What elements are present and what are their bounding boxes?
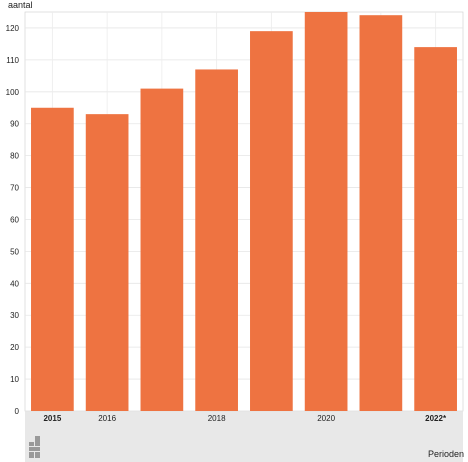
x-tick-label: 2020 [317, 414, 335, 423]
y-tick-label: 0 [15, 407, 20, 416]
y-tick-label: 30 [10, 311, 19, 320]
bar-2019[interactable] [250, 31, 293, 411]
y-tick-label: 10 [10, 375, 19, 384]
bar-2018[interactable] [195, 69, 238, 412]
bar-2017[interactable] [140, 88, 184, 411]
x-axis-ticks: 2015 2016 2018 2020 2022* [43, 414, 446, 423]
y-tick-label: 70 [10, 184, 19, 193]
bar-2015[interactable] [31, 107, 74, 411]
y-tick-label: 50 [10, 247, 19, 256]
bar-2020[interactable] [304, 12, 348, 411]
x-tick-label: 2015 [43, 414, 61, 423]
bar-2016[interactable] [85, 114, 129, 412]
x-tick-label: 2016 [98, 414, 116, 423]
cbs-logo-icon [29, 436, 40, 458]
y-tick-label: 60 [10, 215, 19, 224]
x-tick-label: 2018 [208, 414, 226, 423]
bar-2021[interactable] [359, 15, 403, 412]
y-tick-label: 100 [6, 88, 20, 97]
x-tick-label: 2022* [425, 414, 447, 423]
y-tick-label: 120 [6, 24, 20, 33]
x-axis-title: Perioden [428, 449, 464, 459]
y-axis-ticks: 0 10 20 30 40 50 60 70 80 90 100 110 120 [6, 24, 20, 416]
y-tick-label: 90 [10, 120, 19, 129]
y-tick-label: 20 [10, 343, 19, 352]
y-tick-label: 40 [10, 279, 19, 288]
y-tick-label: 80 [10, 152, 19, 161]
bar-2022*[interactable] [414, 47, 457, 411]
y-axis-title: aantal [8, 0, 33, 10]
x-axis-band [25, 411, 463, 462]
y-tick-label: 110 [6, 56, 19, 65]
bars [31, 12, 457, 412]
